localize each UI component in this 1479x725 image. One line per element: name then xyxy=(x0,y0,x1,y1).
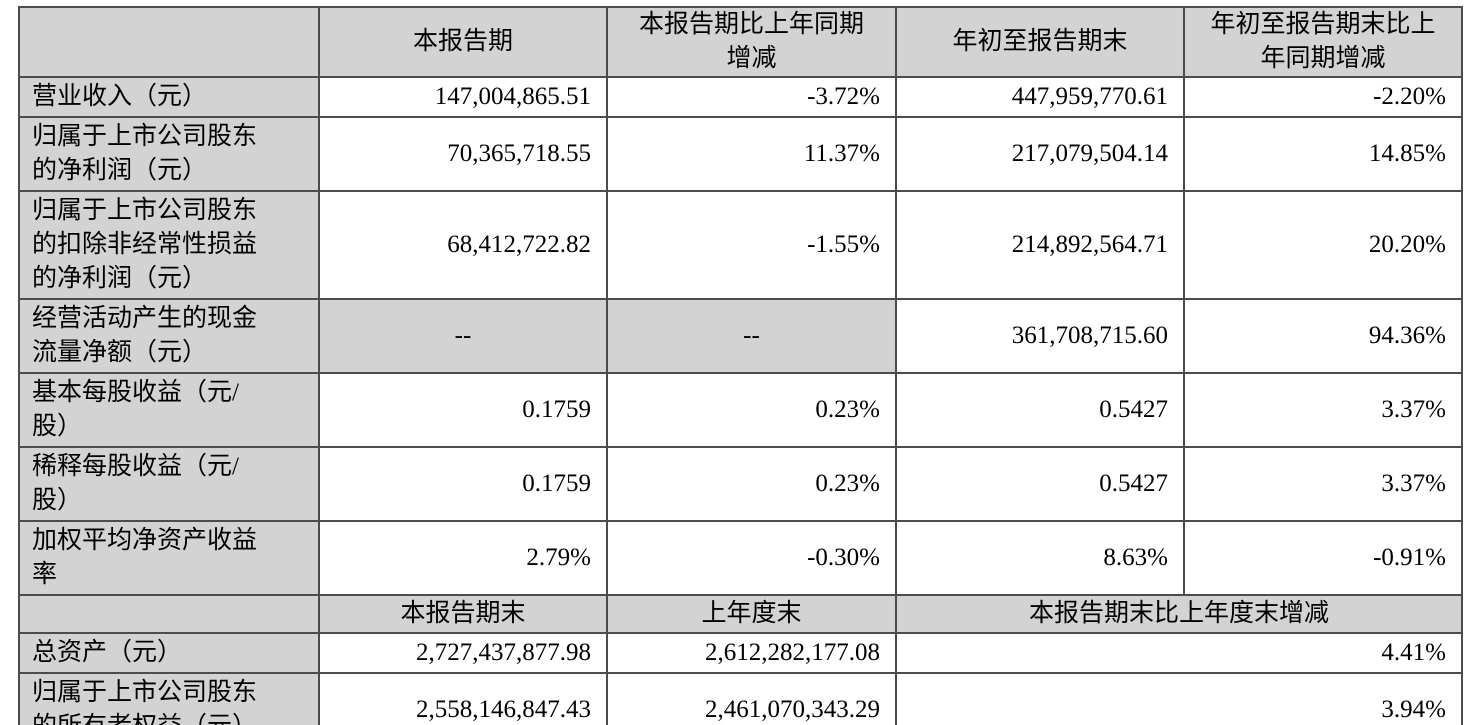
value-cell: 3.37% xyxy=(1183,372,1463,448)
value-cell: 447,959,770.61 xyxy=(895,76,1185,118)
value-cell: 147,004,865.51 xyxy=(318,76,608,118)
table-row-net-profit-excl-nonrecurring: 归属于上市公司股东 的扣除非经常性损益 的净利润（元） 68,412,722.8… xyxy=(18,190,1463,300)
value-cell: 68,412,722.82 xyxy=(318,190,608,300)
row-label: 加权平均净资产收益 率 xyxy=(18,520,320,596)
table-row-equity-attributable: 归属于上市公司股东 的所有者权益（元） 2,558,146,847.43 2,4… xyxy=(18,672,1463,725)
value-cell-na: -- xyxy=(606,298,897,374)
top-header-row: 本报告期 本报告期比上年同期 增减 年初至报告期末 年初至报告期末比上 年同期增… xyxy=(18,6,1463,78)
value-cell: 0.1759 xyxy=(318,446,608,522)
value-cell: 2,558,146,847.43 xyxy=(318,672,608,725)
value-cell: 0.23% xyxy=(606,446,897,522)
header-period-end: 本报告期末 xyxy=(318,594,608,634)
row-label: 稀释每股收益（元/ 股） xyxy=(18,446,320,522)
value-cell-change: 3.94% xyxy=(895,672,1463,725)
table-row-weighted-avg-roe: 加权平均净资产收益 率 2.79% -0.30% 8.63% -0.91% xyxy=(18,520,1463,596)
header-ytd-yoy-change: 年初至报告期末比上 年同期增减 xyxy=(1183,6,1463,78)
second-header-row: 本报告期末 上年度末 本报告期末比上年度末增减 xyxy=(18,594,1463,634)
header-current-period: 本报告期 xyxy=(318,6,608,78)
row-label: 归属于上市公司股东 的净利润（元） xyxy=(18,116,320,192)
table-row-operating-cash-flow: 经营活动产生的现金 流量净额（元） -- -- 361,708,715.60 9… xyxy=(18,298,1463,374)
header-period-yoy-change: 本报告期比上年同期 增减 xyxy=(606,6,897,78)
value-cell: -0.91% xyxy=(1183,520,1463,596)
value-cell: 2,612,282,177.08 xyxy=(606,632,897,674)
financial-summary-table: 本报告期 本报告期比上年同期 增减 年初至报告期末 年初至报告期末比上 年同期增… xyxy=(18,6,1463,725)
value-cell: 94.36% xyxy=(1183,298,1463,374)
value-cell: 3.37% xyxy=(1183,446,1463,522)
row-label: 归属于上市公司股东 的所有者权益（元） xyxy=(18,672,320,725)
value-cell: 2,461,070,343.29 xyxy=(606,672,897,725)
row-label: 总资产（元） xyxy=(18,632,320,674)
value-cell: 0.23% xyxy=(606,372,897,448)
row-label: 归属于上市公司股东 的扣除非经常性损益 的净利润（元） xyxy=(18,190,320,300)
value-cell: 0.5427 xyxy=(895,372,1185,448)
value-cell: 0.1759 xyxy=(318,372,608,448)
value-cell-change: 4.41% xyxy=(895,632,1463,674)
value-cell: -2.20% xyxy=(1183,76,1463,118)
value-cell: 8.63% xyxy=(895,520,1185,596)
value-cell: -1.55% xyxy=(606,190,897,300)
value-cell-na: -- xyxy=(318,298,608,374)
row-label: 经营活动产生的现金 流量净额（元） xyxy=(18,298,320,374)
table-row-operating-revenue: 营业收入（元） 147,004,865.51 -3.72% 447,959,77… xyxy=(18,76,1463,118)
header-prior-year-end: 上年度末 xyxy=(606,594,897,634)
value-cell: 11.37% xyxy=(606,116,897,192)
value-cell: 217,079,504.14 xyxy=(895,116,1185,192)
corner-cell xyxy=(18,594,320,634)
header-period-end-change: 本报告期末比上年度末增减 xyxy=(895,594,1463,634)
table-row-basic-eps: 基本每股收益（元/ 股） 0.1759 0.23% 0.5427 3.37% xyxy=(18,372,1463,448)
table-row-diluted-eps: 稀释每股收益（元/ 股） 0.1759 0.23% 0.5427 3.37% xyxy=(18,446,1463,522)
value-cell: 70,365,718.55 xyxy=(318,116,608,192)
header-ytd: 年初至报告期末 xyxy=(895,6,1185,78)
value-cell: 214,892,564.71 xyxy=(895,190,1185,300)
value-cell: 2,727,437,877.98 xyxy=(318,632,608,674)
row-label: 营业收入（元） xyxy=(18,76,320,118)
value-cell: 2.79% xyxy=(318,520,608,596)
value-cell: 0.5427 xyxy=(895,446,1185,522)
value-cell: -3.72% xyxy=(606,76,897,118)
table-row-total-assets: 总资产（元） 2,727,437,877.98 2,612,282,177.08… xyxy=(18,632,1463,674)
table-row-net-profit: 归属于上市公司股东 的净利润（元） 70,365,718.55 11.37% 2… xyxy=(18,116,1463,192)
row-label: 基本每股收益（元/ 股） xyxy=(18,372,320,448)
corner-cell xyxy=(18,6,320,78)
value-cell: 14.85% xyxy=(1183,116,1463,192)
value-cell: 361,708,715.60 xyxy=(895,298,1185,374)
value-cell: -0.30% xyxy=(606,520,897,596)
value-cell: 20.20% xyxy=(1183,190,1463,300)
